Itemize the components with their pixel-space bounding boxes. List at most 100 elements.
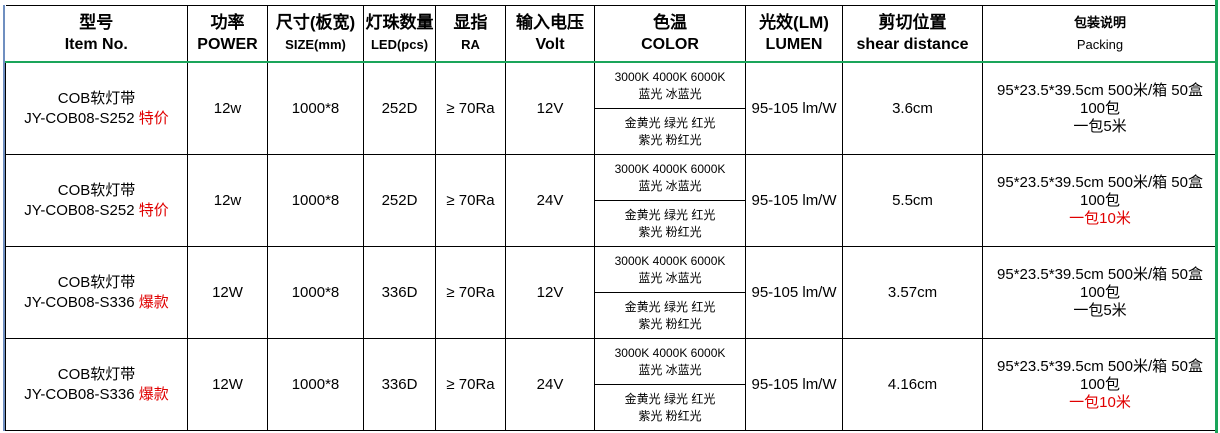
cell-power[interactable]: 12W <box>187 246 268 339</box>
cell-item[interactable]: COB软灯带 JY-COB08-S336 爆款 <box>5 338 188 431</box>
color-temps[interactable]: 3000K 4000K 6000K 蓝光 冰蓝光 <box>595 248 745 293</box>
model-number: JY-COB08-S252 <box>24 201 135 219</box>
cell-shear[interactable]: 3.57cm <box>842 246 983 339</box>
cell-packing[interactable]: 95*23.5*39.5cm 500米/箱 50盒 100包 一包10米 <box>982 338 1218 431</box>
cell-volt[interactable]: 12V <box>505 246 595 339</box>
cell-volt[interactable]: 24V <box>505 338 595 431</box>
header-shear-distance[interactable]: 剪切位置 shear distance <box>842 5 983 63</box>
cell-power[interactable]: 12W <box>187 338 268 431</box>
cell-color: 3000K 4000K 6000K 蓝光 冰蓝光 金黄光 绿光 红光 紫光 粉红光 <box>594 338 746 431</box>
header-packing[interactable]: 包装说明 Packing <box>982 5 1218 63</box>
header-cn: 显指 <box>453 12 488 32</box>
header-lumen[interactable]: 光效(LM) LUMEN <box>745 5 843 63</box>
header-cn: 色温 <box>653 12 687 32</box>
tag-label: 爆款 <box>138 293 169 311</box>
header-cn: 光效(LM) <box>759 12 829 32</box>
cell-color: 3000K 4000K 6000K 蓝光 冰蓝光 金黄光 绿光 红光 紫光 粉红光 <box>594 154 746 247</box>
cell-volt[interactable]: 12V <box>505 61 595 155</box>
cell-lumen[interactable]: 95-105 lm/W <box>745 338 843 431</box>
cell-led[interactable]: 252D <box>363 61 436 155</box>
cell-lumen[interactable]: 95-105 lm/W <box>745 246 843 339</box>
product-table: 型号 Item No. 功率 POWER 尺寸(板宽) SIZE(mm) 灯珠数量 LED(p… <box>5 5 1218 431</box>
color-temps[interactable]: 3000K 4000K 6000K 蓝光 冰蓝光 <box>595 340 745 385</box>
cell-size[interactable]: 1000*8 <box>267 61 364 155</box>
product-name: COB软灯带 <box>57 273 136 291</box>
packing-spec: 95*23.5*39.5cm 500米/箱 50盒 100包 <box>997 357 1203 393</box>
color-temps[interactable]: 3000K 4000K 6000K 蓝光 冰蓝光 <box>595 63 745 109</box>
cell-size[interactable]: 1000*8 <box>267 338 364 431</box>
color-line: 金黄光 绿光 红光 <box>624 299 716 314</box>
header-en: LED(pcs) <box>370 36 429 52</box>
header-row: 型号 Item No. 功率 POWER 尺寸(板宽) SIZE(mm) 灯珠数量 LED(p… <box>5 5 1218 63</box>
spreadsheet: 型号 Item No. 功率 POWER 尺寸(板宽) SIZE(mm) 灯珠数量 LED(p… <box>3 5 1218 431</box>
cell-shear[interactable]: 3.6cm <box>842 61 983 155</box>
header-volt[interactable]: 输入电压 Volt <box>505 5 595 63</box>
cell-volt[interactable]: 24V <box>505 154 595 247</box>
cell-packing[interactable]: 95*23.5*39.5cm 500米/箱 50盒 100包 一包10米 <box>982 154 1218 247</box>
color-line: 蓝光 冰蓝光 <box>638 362 702 377</box>
cell-shear[interactable]: 4.16cm <box>842 338 983 431</box>
cell-power[interactable]: 12w <box>187 61 268 155</box>
cell-ra[interactable]: ≥ 70Ra <box>435 154 506 247</box>
cell-color: 3000K 4000K 6000K 蓝光 冰蓝光 金黄光 绿光 红光 紫光 粉红光 <box>594 61 746 155</box>
header-cn: 输入电压 <box>516 12 584 32</box>
cell-color: 3000K 4000K 6000K 蓝光 冰蓝光 金黄光 绿光 红光 紫光 粉红光 <box>594 246 746 339</box>
color-line: 金黄光 绿光 红光 <box>624 115 716 130</box>
model-number: JY-COB08-S336 <box>24 385 135 403</box>
cell-item[interactable]: COB软灯带 JY-COB08-S336 爆款 <box>5 246 188 339</box>
color-line: 紫光 粉红光 <box>638 224 702 239</box>
selection-border <box>1215 0 1218 433</box>
header-en: Item No. <box>64 35 128 53</box>
cell-item[interactable]: COB软灯带 JY-COB08-S252 特价 <box>5 154 188 247</box>
color-line: 3000K 4000K 6000K <box>614 161 726 176</box>
color-line: 3000K 4000K 6000K <box>614 345 726 360</box>
header-en: Packing <box>1076 36 1124 52</box>
cell-ra[interactable]: ≥ 70Ra <box>435 61 506 155</box>
packing-spec: 95*23.5*39.5cm 500米/箱 50盒 100包 <box>997 265 1203 301</box>
packing-per-pack: 一包5米 <box>1073 117 1127 135</box>
header-en: SIZE(mm) <box>285 36 346 52</box>
color-options[interactable]: 金黄光 绿光 红光 紫光 粉红光 <box>596 293 745 338</box>
header-size[interactable]: 尺寸(板宽) SIZE(mm) <box>267 5 364 63</box>
header-led-count[interactable]: 灯珠数量 LED(pcs) <box>363 5 436 63</box>
cell-packing[interactable]: 95*23.5*39.5cm 500米/箱 50盒 100包 一包5米 <box>982 61 1218 155</box>
cell-power[interactable]: 12w <box>187 154 268 247</box>
cell-item[interactable]: COB软灯带 JY-COB08-S252 特价 <box>5 61 188 155</box>
header-en: LUMEN <box>765 35 823 53</box>
header-cn: 功率 <box>210 12 245 32</box>
model-number: JY-COB08-S336 <box>24 293 135 311</box>
cell-shear[interactable]: 5.5cm <box>842 154 983 247</box>
color-line: 蓝光 冰蓝光 <box>638 270 702 285</box>
product-name: COB软灯带 <box>57 365 136 383</box>
packing-per-pack: 一包10米 <box>1069 393 1131 411</box>
color-temps[interactable]: 3000K 4000K 6000K 蓝光 冰蓝光 <box>595 156 745 201</box>
table-row: COB软灯带 JY-COB08-S252 特价 12w 1000*8 252D ≥… <box>5 61 1218 155</box>
tag-label: 爆款 <box>138 385 169 403</box>
header-cn: 尺寸(板宽) <box>275 12 356 32</box>
product-name: COB软灯带 <box>57 181 136 199</box>
cell-ra[interactable]: ≥ 70Ra <box>435 338 506 431</box>
header-color[interactable]: 色温 COLOR <box>594 5 746 63</box>
cell-packing[interactable]: 95*23.5*39.5cm 500米/箱 50盒 100包 一包5米 <box>982 246 1218 339</box>
cell-lumen[interactable]: 95-105 lm/W <box>745 154 843 247</box>
header-en: RA <box>461 36 480 52</box>
cell-led[interactable]: 336D <box>363 338 436 431</box>
color-line: 紫光 粉红光 <box>638 316 702 331</box>
cell-led[interactable]: 252D <box>363 154 436 247</box>
header-cn: 灯珠数量 <box>365 12 434 32</box>
header-ra[interactable]: 显指 RA <box>435 5 506 63</box>
cell-size[interactable]: 1000*8 <box>267 154 364 247</box>
cell-ra[interactable]: ≥ 70Ra <box>435 246 506 339</box>
color-options[interactable]: 金黄光 绿光 红光 紫光 粉红光 <box>596 109 745 154</box>
cell-led[interactable]: 336D <box>363 246 436 339</box>
color-options[interactable]: 金黄光 绿光 红光 紫光 粉红光 <box>596 201 745 246</box>
color-line: 紫光 粉红光 <box>638 408 702 423</box>
header-power[interactable]: 功率 POWER <box>187 5 268 63</box>
color-line: 蓝光 冰蓝光 <box>638 178 702 193</box>
cell-size[interactable]: 1000*8 <box>267 246 364 339</box>
tag-label: 特价 <box>138 201 169 219</box>
color-line: 3000K 4000K 6000K <box>614 69 726 84</box>
header-item-no[interactable]: 型号 Item No. <box>5 5 188 63</box>
color-options[interactable]: 金黄光 绿光 红光 紫光 粉红光 <box>596 385 745 430</box>
cell-lumen[interactable]: 95-105 lm/W <box>745 61 843 155</box>
